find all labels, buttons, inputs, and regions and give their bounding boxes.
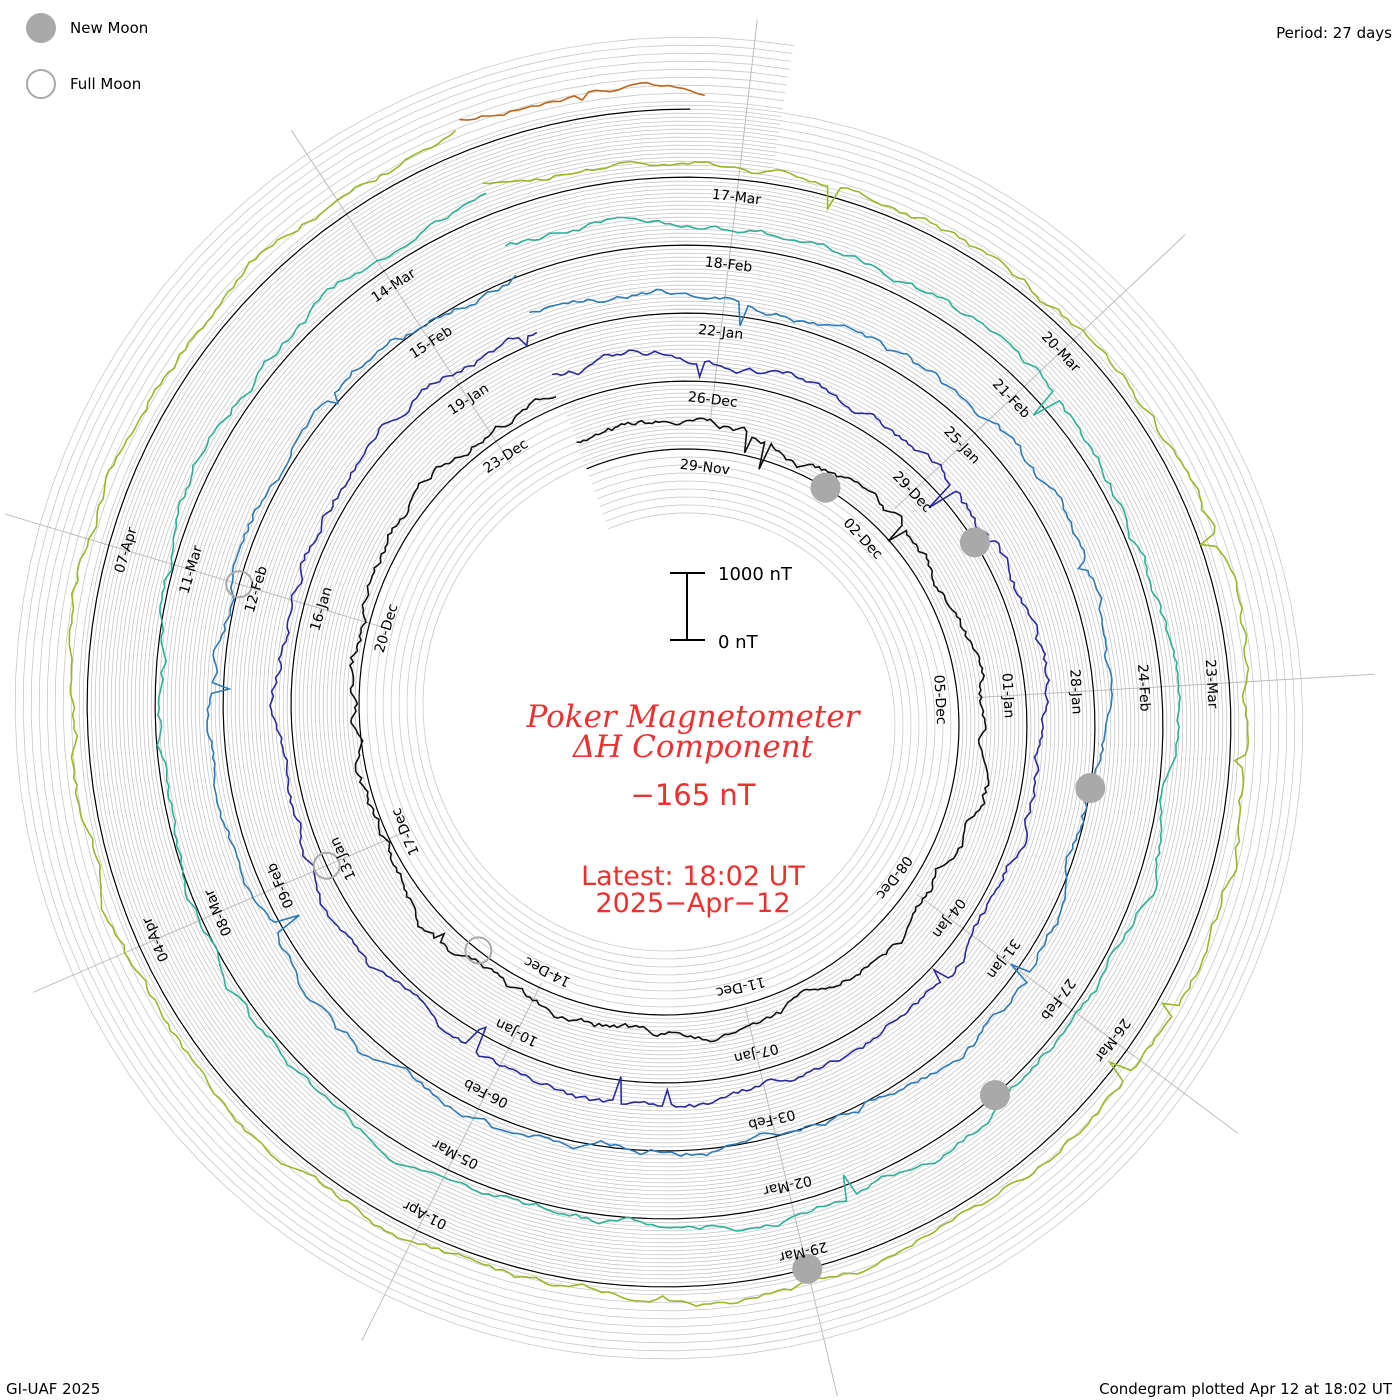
date-label: 04-Jan xyxy=(929,895,969,941)
date-label: 18-Feb xyxy=(704,254,753,275)
baseline-spiral xyxy=(86,108,1232,1288)
chart-subtitle: ΔH Component xyxy=(572,729,814,765)
series-layer xyxy=(68,81,1250,1308)
grid-spiral xyxy=(46,68,1272,1328)
footer-plot-time: Condegram plotted Apr 12 at 18:02 UT xyxy=(1099,1380,1392,1398)
grid-spiral xyxy=(142,164,1176,1232)
date-label: 22-Jan xyxy=(697,322,744,343)
date-label: 07-Jan xyxy=(732,1040,780,1066)
footer-credit: GI-UAF 2025 xyxy=(6,1380,101,1398)
grid-spiral xyxy=(94,116,1224,1280)
date-label: 17-Mar xyxy=(711,187,762,209)
series-revolution-4 xyxy=(156,192,1182,1232)
grid-spiral xyxy=(78,100,1240,1296)
date-label: 24-Feb xyxy=(1134,664,1153,713)
date-label: 05-Mar xyxy=(430,1135,481,1172)
legend-new-moon: New Moon xyxy=(26,13,148,43)
date-label: 06-Feb xyxy=(461,1075,511,1111)
scale-bottom-label: 0 nT xyxy=(718,632,759,653)
full-moon-label: Full Moon xyxy=(70,75,142,93)
new-moon-label: New Moon xyxy=(70,19,149,37)
grid-spoke xyxy=(361,982,542,1341)
grid-spiral xyxy=(54,76,1264,1320)
chart-title: Poker Magnetometer xyxy=(526,699,862,735)
date-label: 29-Nov xyxy=(679,457,731,479)
full-moon-icon xyxy=(26,69,56,99)
full-moon-marker xyxy=(225,570,254,599)
grid-spoke xyxy=(710,19,758,418)
date-label: 14-Dec xyxy=(521,953,573,990)
grid-spiral xyxy=(110,132,1208,1264)
full-moon-marker xyxy=(464,936,493,965)
latest-date: 2025−Apr−12 xyxy=(595,888,790,919)
date-label: 19-Jan xyxy=(445,381,492,419)
new-moon-icon xyxy=(26,13,56,43)
date-label: 02-Dec xyxy=(840,515,886,562)
grid-spiral xyxy=(30,52,1288,1344)
date-label: 17-Dec xyxy=(388,805,422,857)
grid-spiral xyxy=(118,140,1200,1256)
grid-layer xyxy=(14,36,1304,1360)
new-moon-marker xyxy=(959,527,990,558)
scale-top-label: 1000 nT xyxy=(718,564,793,585)
date-label: 29-Dec xyxy=(889,469,935,516)
new-moon-marker xyxy=(792,1253,823,1284)
latest-time: Latest: 18:02 UT xyxy=(581,861,805,892)
series-revolution-1 xyxy=(349,396,990,1043)
series-revolution-6 xyxy=(459,81,706,121)
grid-spiral xyxy=(134,156,1184,1240)
grid-spiral xyxy=(62,84,1256,1312)
series-revolution-2 xyxy=(269,331,1051,1108)
new-moon-marker xyxy=(980,1080,1010,1111)
series-revolution-5 xyxy=(68,129,1250,1308)
moon-markers xyxy=(225,472,1106,1284)
new-moon-marker xyxy=(1075,773,1106,803)
scale-bar: 1000 nT 0 nT xyxy=(670,564,793,653)
full-moon-marker xyxy=(312,851,341,880)
center-text: Poker Magnetometer ΔH Component −165 nT … xyxy=(526,699,862,919)
grid-spiral xyxy=(38,60,1280,1336)
grid-spiral xyxy=(126,148,1192,1248)
grid-spiral xyxy=(14,36,1304,1360)
grid-spoke xyxy=(744,1006,838,1397)
current-value: −165 nT xyxy=(631,778,756,812)
grid-spoke xyxy=(290,129,512,465)
date-label: 26-Dec xyxy=(687,389,738,411)
baseline-spiral-path xyxy=(86,108,1232,1288)
legend-full-moon: Full Moon xyxy=(26,69,141,99)
grid-spiral xyxy=(102,124,1216,1272)
grid-spoke xyxy=(916,893,1238,1134)
period-label: Period: 27 days xyxy=(1276,24,1392,42)
date-label: 28-Jan xyxy=(1066,669,1085,715)
new-moon-marker xyxy=(810,472,841,503)
series-revolution-3 xyxy=(206,274,1114,1158)
grid-spiral xyxy=(22,44,1296,1352)
grid-spoke xyxy=(975,673,1375,699)
date-label: 23-Mar xyxy=(1202,659,1221,709)
date-label: 01-Jan xyxy=(998,673,1017,719)
grid-spoke xyxy=(5,513,389,630)
date-label: 20-Mar xyxy=(1038,329,1084,376)
date-label: 05-Dec xyxy=(930,674,949,725)
